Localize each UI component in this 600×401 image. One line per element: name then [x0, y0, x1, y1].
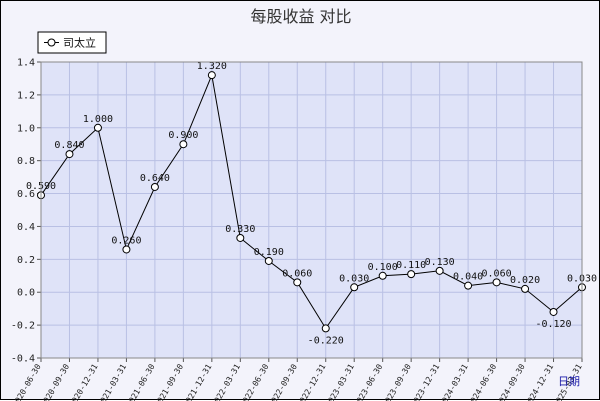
- x-tick-label: 2023-12-31: [409, 362, 441, 401]
- data-label: 0.260: [111, 235, 141, 246]
- x-tick-label: 2022-09-30: [267, 362, 299, 401]
- data-point: [464, 281, 473, 290]
- y-tick-label: 1.4: [17, 58, 35, 69]
- x-tick-label: 2024-12-31: [523, 362, 555, 401]
- x-tick-label: 2024-03-31: [438, 362, 470, 401]
- plot-area: [41, 62, 582, 358]
- y-tick-label: 0.6: [17, 189, 35, 200]
- x-tick-label: 2024-06-30: [466, 362, 498, 401]
- chart-title: 每股收益 对比: [250, 7, 351, 26]
- series-line: [40, 73, 583, 330]
- data-point: [350, 283, 359, 292]
- data-point: [264, 256, 273, 265]
- y-axis-ticks: -0.4 -0.2 0.0 0.2 0.4 0.6 0.8 1.0 1.2 1.4: [11, 58, 41, 365]
- data-point: [207, 71, 216, 80]
- data-point: [407, 270, 416, 279]
- data-label: 0.040: [453, 272, 483, 283]
- data-point: [521, 284, 530, 293]
- data-point: [549, 307, 558, 316]
- x-tick-label: 2022-12-31: [296, 362, 328, 401]
- data-point: [378, 271, 387, 280]
- data-point: [122, 245, 131, 254]
- data-label: 1.000: [83, 114, 113, 125]
- data-point: [65, 150, 74, 159]
- x-tick-label: 2021-12-31: [182, 362, 214, 401]
- x-tick-label: 2023-06-30: [353, 362, 385, 401]
- data-point: [435, 266, 444, 275]
- x-axis-ticks: 2020-06-302020-09-302020-12-312021-03-31…: [11, 358, 584, 401]
- data-point: [93, 123, 102, 132]
- data-point: [150, 182, 159, 191]
- data-point: [236, 233, 245, 242]
- data-label: -0.220: [308, 335, 344, 346]
- x-tick-label: 2023-09-30: [381, 362, 413, 401]
- y-tick-label: -0.4: [11, 354, 35, 365]
- y-tick-label: 1.0: [17, 123, 35, 134]
- data-label: 1.320: [197, 61, 227, 72]
- x-tick-label: 2020-12-31: [68, 362, 100, 401]
- legend-box: [37, 31, 107, 54]
- data-label: 0.020: [510, 275, 540, 286]
- x-tick-label: 2020-06-30: [11, 362, 43, 401]
- data-label: 0.640: [140, 173, 170, 184]
- data-label: -0.120: [535, 319, 571, 330]
- plot-border: [40, 61, 583, 359]
- legend-label: 司太立: [63, 36, 96, 50]
- x-tick-label: 2024-09-30: [495, 362, 527, 401]
- data-label: 0.060: [282, 268, 312, 279]
- x-tick-label: 2020-09-30: [39, 362, 71, 401]
- data-point: [179, 140, 188, 149]
- x-tick-label: 2022-06-30: [239, 362, 271, 401]
- x-tick-label: 2021-09-30: [153, 362, 185, 401]
- data-label: 0.840: [54, 140, 84, 151]
- data-point: [293, 278, 302, 287]
- data-label: 0.100: [368, 262, 398, 273]
- legend: 司太立: [37, 31, 107, 54]
- x-tick-label: 2021-06-30: [125, 362, 157, 401]
- y-tick-label: 0.0: [17, 288, 35, 299]
- data-label: 0.900: [168, 130, 198, 141]
- y-tick-label: 0.2: [17, 255, 35, 266]
- y-tick-label: 0.8: [17, 156, 35, 167]
- legend-marker: [47, 38, 56, 47]
- x-tick-label: 2021-03-31: [96, 362, 128, 401]
- data-label: 0.130: [425, 257, 455, 268]
- data-label: 0.190: [254, 247, 284, 258]
- y-tick-label: 1.2: [17, 90, 35, 101]
- data-label: 0.060: [482, 268, 512, 279]
- data-point: [492, 278, 501, 287]
- x-tick-label: 2023-03-31: [324, 362, 356, 401]
- series-markers: [37, 71, 586, 333]
- x-axis-label: 日期: [558, 375, 580, 388]
- y-tick-label: -0.2: [11, 321, 35, 332]
- data-label: 0.110: [396, 260, 426, 271]
- data-point: [321, 324, 330, 333]
- x-tick-label: 2022-03-31: [210, 362, 242, 401]
- data-label: 0.330: [225, 224, 255, 235]
- data-label: 0.030: [339, 273, 369, 284]
- y-tick-label: 0.4: [17, 222, 35, 233]
